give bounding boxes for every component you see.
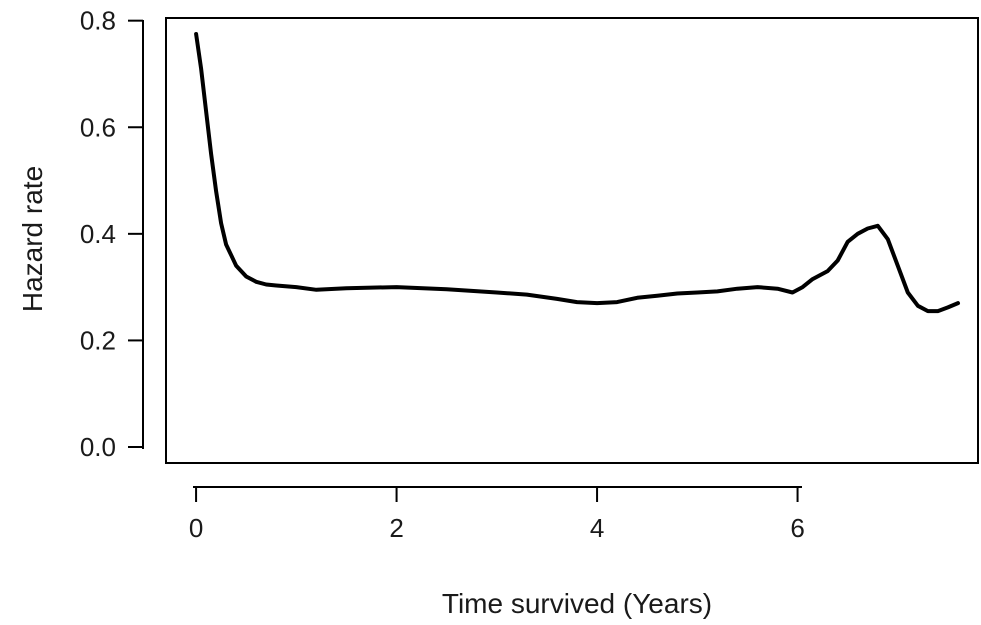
- x-axis-title: Time survived (Years): [442, 588, 712, 619]
- plot-frame: [165, 17, 979, 464]
- y-tick-label: 0.0: [80, 432, 116, 462]
- x-tick-label: 4: [590, 513, 604, 543]
- x-tick-label: 2: [389, 513, 403, 543]
- y-tick-label: 0.8: [80, 6, 116, 36]
- y-tick-label: 0.2: [80, 325, 116, 355]
- y-tick-label: 0.6: [80, 112, 116, 142]
- y-tick-label: 0.4: [80, 219, 116, 249]
- x-ticks: 0 2 4 6: [189, 487, 805, 543]
- x-tick-label: 0: [189, 513, 203, 543]
- hazard-rate-line: [194, 32, 960, 314]
- y-ticks: 0.0 0.2 0.4 0.6 0.8: [80, 6, 143, 462]
- y-axis-title: Hazard rate: [17, 166, 48, 312]
- x-tick-label: 6: [790, 513, 804, 543]
